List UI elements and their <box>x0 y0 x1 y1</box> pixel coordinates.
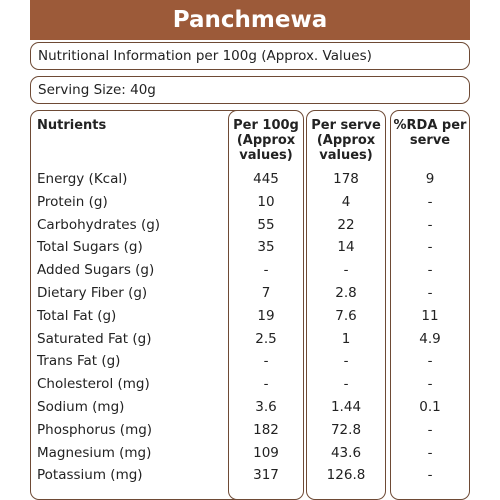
per100-value: 35 <box>257 239 275 256</box>
header-perserve: Per serve (Approx values) <box>311 118 381 163</box>
nutrient-name: Potassium (mg) <box>37 467 143 484</box>
perserve-value: 4 <box>341 193 351 210</box>
perserve-value: - <box>343 353 349 370</box>
perserve-value: 1.44 <box>330 398 362 415</box>
nutrient-name: Phosphorus (mg) <box>37 421 153 438</box>
table-row: Total Fat (g) 19 7.6 11 <box>0 306 500 329</box>
nutrient-name: Total Fat (g) <box>37 307 117 324</box>
perserve-value: 22 <box>337 216 355 233</box>
rda-value: - <box>427 467 433 484</box>
header-per100: Per 100g (Approx values) <box>233 118 299 163</box>
title-banner: Panchmewa <box>30 0 470 40</box>
table-row: Energy (Kcal) 445 178 9 <box>0 169 500 192</box>
perserve-value: 178 <box>333 171 359 187</box>
perserve-value: 72.8 <box>330 421 362 438</box>
rda-value: 11 <box>421 307 439 324</box>
rda-value: 0.1 <box>419 398 441 415</box>
per100-value: 182 <box>253 421 279 438</box>
page-title: Panchmewa <box>172 7 328 33</box>
table-row: Phosphorus (mg) 182 72.8 - <box>0 420 500 443</box>
rda-value: - <box>427 353 433 370</box>
rda-value: - <box>427 239 433 256</box>
table-row: Carbohydrates (g) 55 22 - <box>0 215 500 238</box>
perserve-value: - <box>343 376 349 393</box>
table-row: Sodium (mg) 3.6 1.44 0.1 <box>0 397 500 420</box>
perserve-value: 2.8 <box>335 284 357 301</box>
nutrient-name: Cholesterol (mg) <box>37 376 150 393</box>
per100-value: 10 <box>257 193 275 210</box>
nutrient-name: Energy (Kcal) <box>37 171 128 187</box>
nutrient-name: Protein (g) <box>37 193 108 210</box>
nutrient-name: Magnesium (mg) <box>37 444 152 461</box>
nutrient-rows: Energy (Kcal) 445 178 9 Protein (g) 10 4- Carbo… <box>0 169 500 488</box>
table-row: Protein (g) 10 4 - <box>0 192 500 215</box>
table-row: Cholesterol (mg) - - - <box>0 374 500 397</box>
nutrient-name: Saturated Fat (g) <box>37 330 152 347</box>
per100-value: 445 <box>253 171 279 187</box>
table-row: Total Sugars (g) 35 14 - <box>0 237 500 260</box>
nutrient-name: Sodium (mg) <box>37 398 125 415</box>
rda-value: - <box>427 193 433 210</box>
perserve-value: - <box>343 262 349 279</box>
rda-value: - <box>427 444 433 461</box>
table-row: Magnesium (mg) 109 43.6 - <box>0 443 500 466</box>
rda-column <box>390 110 470 500</box>
rda-value: - <box>427 216 433 233</box>
table-row: Potassium (mg) 317 126.8 - <box>0 465 500 488</box>
header-rda: %RDA per serve <box>393 118 467 148</box>
table-row: Trans Fat (g) - - - <box>0 351 500 374</box>
per100-value: - <box>263 376 269 393</box>
per100-value: 2.5 <box>255 330 277 347</box>
header-nutrients: Nutrients <box>37 118 107 133</box>
per100-value: 109 <box>253 444 279 461</box>
rda-value: - <box>427 376 433 393</box>
per100-value: 3.6 <box>255 398 277 415</box>
perserve-value: 1 <box>341 330 351 347</box>
rda-value: 9 <box>425 171 435 187</box>
rda-value: - <box>427 284 433 301</box>
per100-value: 317 <box>253 467 279 484</box>
perserve-value: 14 <box>337 239 355 256</box>
serving-text: Serving Size: 40g <box>38 82 156 98</box>
nutrient-name: Trans Fat (g) <box>37 353 121 370</box>
info-box: Nutritional Information per 100g (Approx… <box>30 42 470 70</box>
per100-value: 55 <box>257 216 275 233</box>
nutrient-name: Dietary Fiber (g) <box>37 284 148 301</box>
per100-value: - <box>263 353 269 370</box>
table-row: Saturated Fat (g) 2.5 1 4.9 <box>0 329 500 352</box>
table-row: Added Sugars (g) - - - <box>0 260 500 283</box>
perserve-value: 7.6 <box>335 307 357 324</box>
serving-box: Serving Size: 40g <box>30 76 470 104</box>
nutrient-name: Carbohydrates (g) <box>37 216 161 233</box>
perserve-column <box>306 110 386 500</box>
nutrient-name: Added Sugars (g) <box>37 262 155 279</box>
info-text: Nutritional Information per 100g (Approx… <box>38 48 372 64</box>
per100-value: 7 <box>261 284 271 301</box>
perserve-value: 43.6 <box>330 444 362 461</box>
perserve-value: 126.8 <box>326 467 366 484</box>
per100-value: 19 <box>257 307 275 324</box>
rda-value: 4.9 <box>419 330 441 347</box>
table-row: Dietary Fiber (g) 7 2.8 - <box>0 283 500 306</box>
nutrient-name: Total Sugars (g) <box>37 239 143 256</box>
per100-value: - <box>263 262 269 279</box>
rda-value: - <box>427 262 433 279</box>
rda-value: - <box>427 421 433 438</box>
